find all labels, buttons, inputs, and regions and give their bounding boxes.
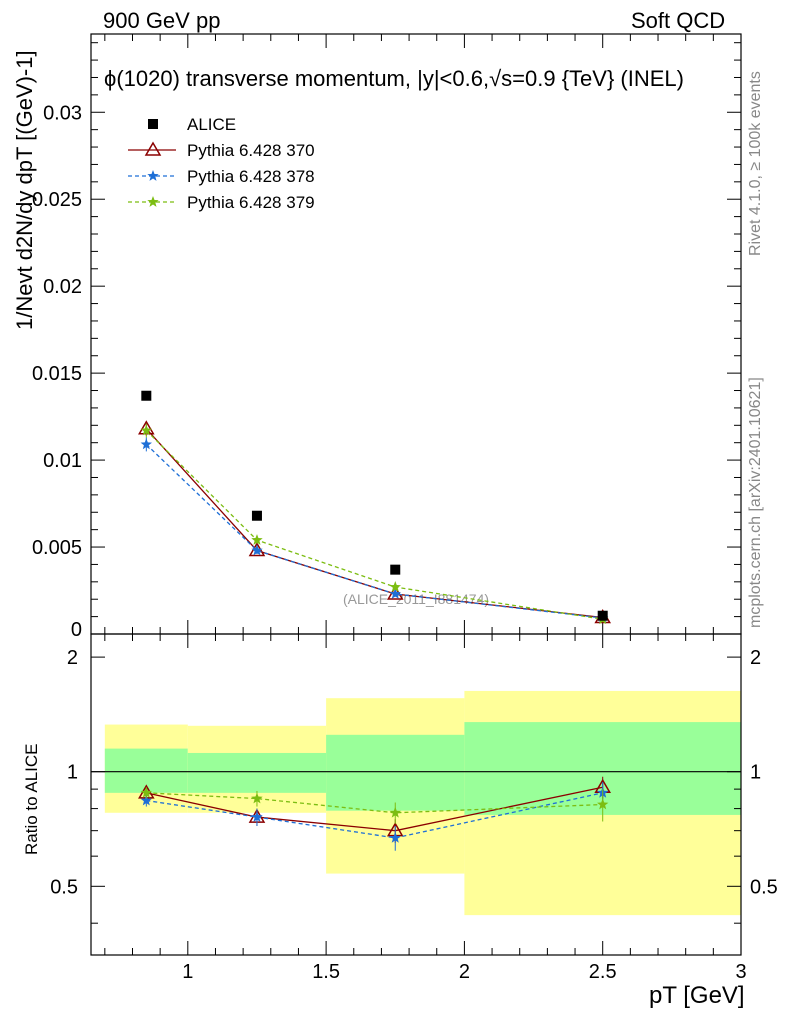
- x-tick-label: 2.5: [589, 961, 617, 983]
- ratio-stat-band: [187, 752, 327, 793]
- series-line-ratio: [146, 792, 603, 839]
- y-tick-label: 0.03: [43, 102, 82, 124]
- series-line-main: [145, 430, 603, 620]
- ratio-point: [389, 831, 401, 843]
- x-tick-label: 1.5: [312, 961, 340, 983]
- data-point: [251, 510, 262, 521]
- x-tick-label: 1: [182, 961, 193, 983]
- ratio-point: [597, 798, 609, 810]
- legend-label: Pythia 6.428 378: [187, 167, 315, 186]
- ratio-tick-label-right: 0.5: [750, 876, 778, 898]
- legend-marker: [147, 196, 159, 207]
- ratio-tick-label-left: 1: [67, 762, 78, 784]
- x-tick-label: 2: [459, 961, 470, 983]
- ratio-point: [389, 806, 401, 818]
- ratio-frame: [90, 633, 742, 956]
- series-line-ratio: [146, 792, 603, 814]
- y-tick-label: 0: [71, 619, 82, 641]
- ratio-point: [140, 786, 152, 798]
- x-axis-label: pT [GeV]: [649, 982, 745, 1009]
- ratio-tick-label-right: 2: [750, 647, 761, 669]
- legend-marker: [147, 170, 159, 181]
- ratio-tick-label-right: 1: [750, 762, 761, 784]
- analysis-tag: (ALICE_2011_I881474): [343, 591, 489, 607]
- ratio-tick-label-left: 0.5: [50, 876, 78, 898]
- ratio-point: [251, 811, 263, 822]
- y-tick-label: 0.005: [32, 537, 82, 559]
- legend-marker: [144, 141, 162, 156]
- ratio-stat-band: [326, 734, 465, 811]
- legend-label-data: ALICE: [187, 115, 236, 134]
- plot-title: ϕ(1020) transverse momentum, |y|<0.6,√s=…: [104, 66, 684, 91]
- series-point: [140, 424, 152, 436]
- header-right-label: Soft QCD: [631, 8, 726, 33]
- series-point: [389, 588, 401, 599]
- data-point: [597, 610, 608, 621]
- y-tick-label: 0.025: [32, 189, 82, 211]
- series-line-main: [145, 428, 603, 619]
- legend-marker-data: [148, 119, 158, 129]
- series-point: [389, 581, 401, 592]
- x-tick-label: 3: [735, 961, 746, 983]
- data-point: [141, 390, 152, 401]
- y-tick-label: 0.01: [43, 450, 82, 472]
- legend-label: Pythia 6.428 370: [187, 141, 315, 160]
- series-line-main: [145, 443, 603, 619]
- ratio-point: [140, 794, 152, 806]
- series-point: [251, 534, 263, 545]
- data-point: [390, 564, 401, 575]
- legend-label: Pythia 6.428 379: [187, 193, 315, 212]
- header-left-label: 900 GeV pp: [103, 8, 221, 33]
- y-tick-label: 0.015: [32, 363, 82, 385]
- ratio-tick-label-left: 2: [67, 647, 78, 669]
- y-tick-label: 0.02: [43, 276, 82, 298]
- ratio-point: [251, 792, 263, 804]
- series-point: [140, 438, 152, 450]
- series-point: [251, 544, 263, 556]
